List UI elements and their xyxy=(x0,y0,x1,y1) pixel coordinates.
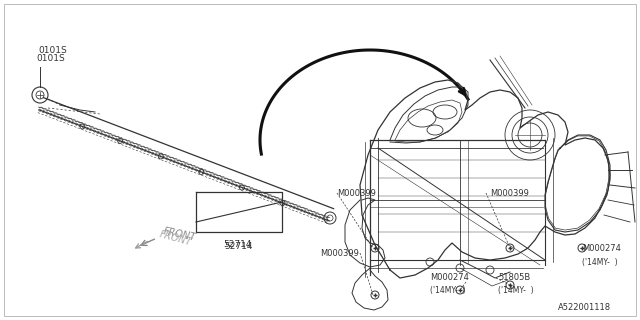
Text: 0101S: 0101S xyxy=(36,54,65,63)
Text: ('14MY-  ): ('14MY- ) xyxy=(430,285,466,294)
Text: M000274: M000274 xyxy=(430,274,469,283)
Text: FRONT: FRONT xyxy=(158,229,193,247)
Text: 52714: 52714 xyxy=(224,240,252,249)
Text: ('14MY-  ): ('14MY- ) xyxy=(498,285,534,294)
Text: 51805B: 51805B xyxy=(498,274,531,283)
Text: M000399: M000399 xyxy=(490,188,529,197)
Text: M000274: M000274 xyxy=(582,244,621,252)
Text: 52714: 52714 xyxy=(225,242,253,251)
Text: M000399: M000399 xyxy=(337,188,376,197)
Text: ('14MY-  ): ('14MY- ) xyxy=(582,258,618,267)
Text: FRONT: FRONT xyxy=(162,227,196,243)
Text: M000399: M000399 xyxy=(320,249,359,258)
Text: 0101S: 0101S xyxy=(38,45,67,54)
Text: A522001118: A522001118 xyxy=(558,303,611,313)
